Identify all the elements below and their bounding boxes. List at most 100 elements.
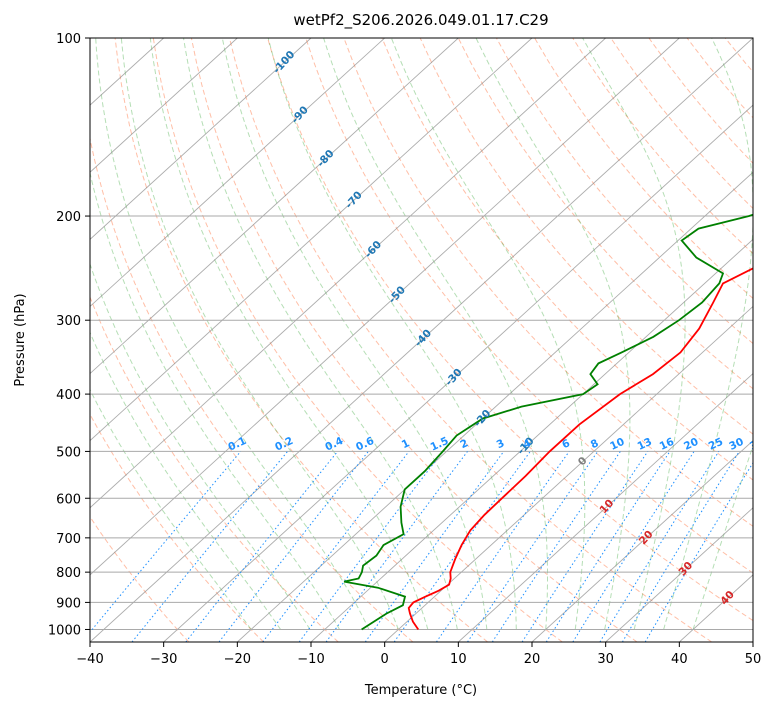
y-tick-label: 700 [56,532,81,547]
x-tick-label: 40 [671,652,688,667]
mixing-ratio-label: 25 [707,436,725,453]
profiles [343,213,753,631]
dry-adiabat [724,38,753,73]
isotherm-line [90,38,680,576]
isotherm-label: 40 [718,589,737,608]
plot-frame [89,37,754,643]
mixing-ratio-label: 6 [560,437,572,451]
temperature-line [407,267,753,631]
y-tick-label: 600 [56,492,81,507]
mixing-ratio-label: 4 [521,437,533,451]
mixing-ratio-label: 36 [748,436,766,453]
mixing-ratio-label: 8 [589,437,601,451]
dry-adiabat [305,38,753,574]
moist-adiabat [390,38,586,630]
moist-adiabat [120,38,399,630]
dry-adiabat [610,38,753,210]
mixing-ratio-line [262,451,410,642]
y-tick-label: 500 [56,445,81,460]
mixing-ratio-label: 3 [495,437,507,451]
x-tick-label: 50 [745,652,762,667]
isotherm-line [458,372,753,642]
moist-adiabat [149,38,429,630]
y-tick-label: 200 [56,210,81,225]
y-axis-label: Pressure (hPa) [13,293,28,386]
mixing-ratio-line [90,451,242,633]
isotherm-label: -60 [362,239,384,261]
moist-adiabat [267,38,517,630]
mixing-ratio-label: 20 [682,436,700,453]
isotherm-label: -20 [472,408,494,430]
moist-adiabat [90,331,282,630]
isotherm-label: -80 [315,148,337,170]
x-tick-label: −40 [76,652,103,667]
mixing-ratio-label: 13 [636,436,654,453]
dry-adiabat [343,38,753,527]
mixing-ratio-line [621,451,740,642]
dry-adiabat [419,38,753,435]
isotherm-label: -50 [386,284,408,306]
x-tick-label: 10 [450,652,467,667]
x-tick-label: 0 [381,652,389,667]
isotherm-label: -70 [343,189,365,211]
moist-adiabat [183,38,458,630]
dry-adiabat [495,38,753,345]
mixing-ratio-line [298,451,444,642]
isotherm-line [163,104,753,642]
moist-adiabat [323,38,548,630]
moist-adiabat [663,38,753,630]
moist-adiabat [90,262,311,630]
mixing-ratio-label: 0.6 [354,435,376,454]
mixing-ratio-line [325,451,468,642]
mixing-ratio-label: 0.1 [226,435,248,454]
dewpoint-line [343,213,753,631]
isotherm-line [90,38,385,308]
isotherm-line [531,440,753,642]
isotherm-label: -90 [289,104,311,126]
y-tick-label: 300 [56,314,81,329]
y-tick-label: 800 [56,566,81,581]
x-tick-label: −30 [150,652,177,667]
moist-adiabat [692,444,753,630]
isotherm-line [90,38,753,642]
y-tick-label: 1000 [48,623,81,638]
y-tick-label: 100 [56,32,81,47]
dry-adiabat [90,295,339,642]
y-tick-label: 400 [56,388,81,403]
isotherm-label: 10 [598,497,617,516]
isotherm-line [90,38,459,375]
dry-adiabat [457,38,753,390]
dry-adiabat [648,38,753,164]
mixing-ratio-line [545,451,671,642]
isotherm-label: -100 [271,49,298,77]
moist-adiabat [221,38,488,630]
mixing-ratio-label: 16 [658,436,676,453]
isotherm-line [90,38,312,240]
isotherm-line [90,38,606,509]
y-axis: 100 200 300 400 500 600 700 800 900 1000 [48,32,90,638]
mixing-ratio-line [491,451,621,642]
mixing-ratio-line [393,451,531,642]
chart-title: wetPf2_S206.2026.049.01.17.C29 [293,11,548,30]
isotherm-line [237,171,753,642]
isotherm-label: -40 [412,327,434,349]
x-tick-label: −20 [224,652,251,667]
mixing-ratio-line [572,451,695,642]
moist-adiabat [90,170,340,630]
mixing-ratio-line [521,451,649,642]
dry-adiabat [90,413,264,642]
moist-adiabat [582,38,686,630]
isotherm-line [310,238,753,642]
dry-adiabat [534,38,753,300]
x-axis: −40 −30 −20 −10 0 10 20 30 40 50 [76,642,761,667]
mixing-ratio-label: 30 [727,436,745,453]
mixing-ratio-line [599,451,720,642]
mixing-ratio-line [131,451,288,642]
dry-adiabat [152,38,563,642]
dry-adiabat [763,38,775,642]
dry-adiabat [267,38,753,622]
x-axis-label: Temperature (°C) [364,683,477,698]
mixing-ratio-label: 2 [458,437,470,451]
mixing-ratio-line [467,451,599,642]
